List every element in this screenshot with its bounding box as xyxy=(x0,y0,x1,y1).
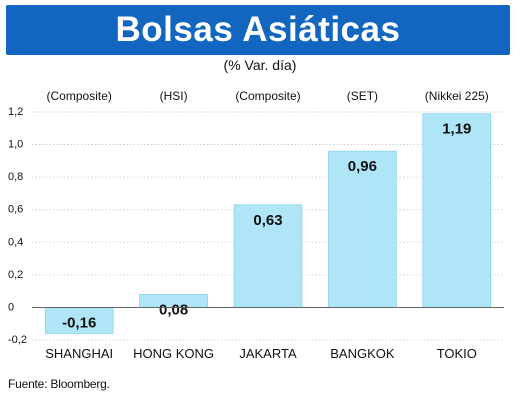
index-label: (Composite) xyxy=(47,89,112,103)
y-tick-label: 0,2 xyxy=(8,269,23,281)
chart-subtitle: (% Var. día) xyxy=(223,57,297,73)
bar-value-label: 0,96 xyxy=(348,158,377,175)
bar xyxy=(44,307,114,334)
bar-value-label: 0,08 xyxy=(159,301,188,318)
bar-value-label: 0,63 xyxy=(253,212,282,229)
bar xyxy=(422,113,492,308)
x-category-label: JAKARTA xyxy=(239,346,297,361)
title-banner: Bolsas Asiáticas xyxy=(6,5,510,55)
y-tick-label: 0,6 xyxy=(8,204,23,216)
source-note: Fuente: Bloomberg. xyxy=(8,377,110,391)
index-label: (SET) xyxy=(347,89,378,103)
x-category-label: BANGKOK xyxy=(330,346,395,361)
index-label: (HSI) xyxy=(160,89,188,103)
x-category-label: SHANGHAI xyxy=(45,346,113,361)
chart-title: Bolsas Asiáticas xyxy=(115,10,401,49)
index-label: (Composite) xyxy=(235,89,300,103)
y-tick-label: 1,2 xyxy=(8,106,23,118)
y-tick-label: 0,8 xyxy=(8,171,23,183)
x-category-label: HONG KONG xyxy=(133,346,214,361)
bar-value-label: -0,16 xyxy=(62,314,96,331)
x-category-label: TOKIO xyxy=(437,346,477,361)
y-tick-label: -0,2 xyxy=(8,334,27,346)
y-tick-label: 0 xyxy=(8,301,14,313)
y-tick-label: 1,0 xyxy=(8,139,23,151)
y-tick-label: 0,4 xyxy=(8,236,23,248)
bar-value-label: 1,19 xyxy=(442,121,471,138)
bar xyxy=(328,150,397,308)
index-label: (Nikkei 225) xyxy=(425,89,489,103)
